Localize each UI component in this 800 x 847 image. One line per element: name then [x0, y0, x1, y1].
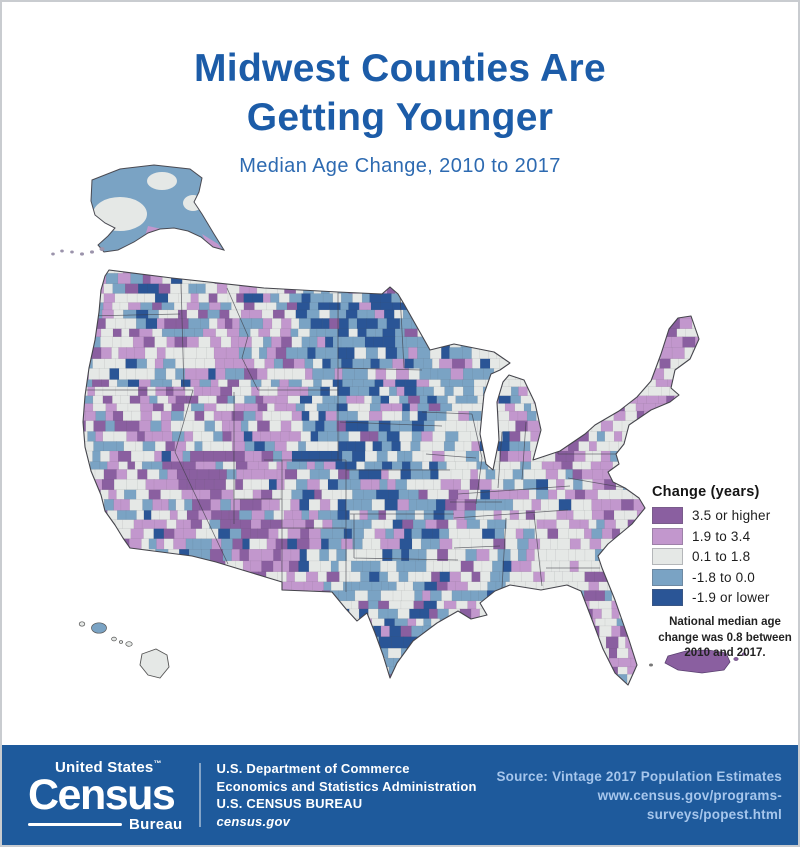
legend-swatch-dark-blue — [652, 589, 683, 606]
legend-swatch-dark-purple — [652, 507, 683, 524]
map-legend: Change (years) 3.5 or higher 1.9 to 3.4 … — [652, 484, 798, 662]
legend-swatch-light-purple — [652, 527, 683, 545]
legend-item: 3.5 or higher — [652, 507, 798, 524]
us-map-svg — [51, 164, 747, 686]
legend-item: -1.8 to 0.0 — [652, 568, 798, 586]
title-line-2: Getting Younger — [246, 96, 554, 139]
source-block: Source: Vintage 2017 Population Estimate… — [477, 767, 786, 824]
logo-underline — [28, 822, 122, 827]
page-title: Midwest Counties Are Getting Younger — [2, 44, 798, 142]
dept-esa: Economics and Statistics Administration — [216, 778, 477, 794]
footer-divider — [199, 763, 202, 827]
trademark-symbol: ™ — [153, 759, 162, 768]
legend-swatch-gray — [652, 548, 683, 565]
puerto-rico-inset — [649, 649, 747, 674]
logo-bureau: Bureau — [129, 816, 183, 833]
legend-label: 0.1 to 1.8 — [692, 549, 751, 564]
department-block: U.S. Department of Commerce Economics an… — [216, 760, 476, 830]
legend-item: 0.1 to 1.8 — [652, 548, 798, 565]
source-line-1: Source: Vintage 2017 Population Estimate… — [496, 768, 782, 784]
page-subtitle: Median Age Change, 2010 to 2017 — [239, 155, 561, 177]
legend-item: 1.9 to 3.4 — [652, 527, 798, 545]
title-line-1: Midwest Counties Are — [194, 47, 606, 90]
logo-census: Census — [28, 771, 176, 819]
legend-label: -1.9 or lower — [692, 590, 770, 605]
source-line-2: www.census.gov/programs-surveys/popest.h… — [597, 787, 782, 822]
footer-band: United States™ Census Bureau U.S. Depart… — [2, 745, 798, 845]
dept-census-gov: census.gov — [216, 813, 291, 829]
alaska-inset — [51, 164, 226, 256]
legend-label: 3.5 or higher — [692, 508, 771, 523]
legend-heading: Change (years) — [652, 484, 760, 500]
logo-bureau-row: Bureau — [28, 816, 182, 833]
legend-note: National median age change was 0.8 betwe… — [658, 616, 792, 660]
legend-label: 1.9 to 3.4 — [692, 528, 751, 544]
legend-label: -1.8 to 0.0 — [692, 569, 755, 585]
legend-swatch-medium-blue — [652, 568, 683, 586]
hawaii-inset — [78, 621, 170, 679]
dept-commerce: U.S. Department of Commerce — [216, 761, 410, 776]
dept-census-bureau: U.S. CENSUS BUREAU — [216, 796, 363, 811]
census-bureau-logo: United States™ Census Bureau — [28, 757, 182, 833]
legend-item: -1.9 or lower — [652, 589, 798, 606]
logo-united-states: United States™ — [55, 759, 162, 776]
